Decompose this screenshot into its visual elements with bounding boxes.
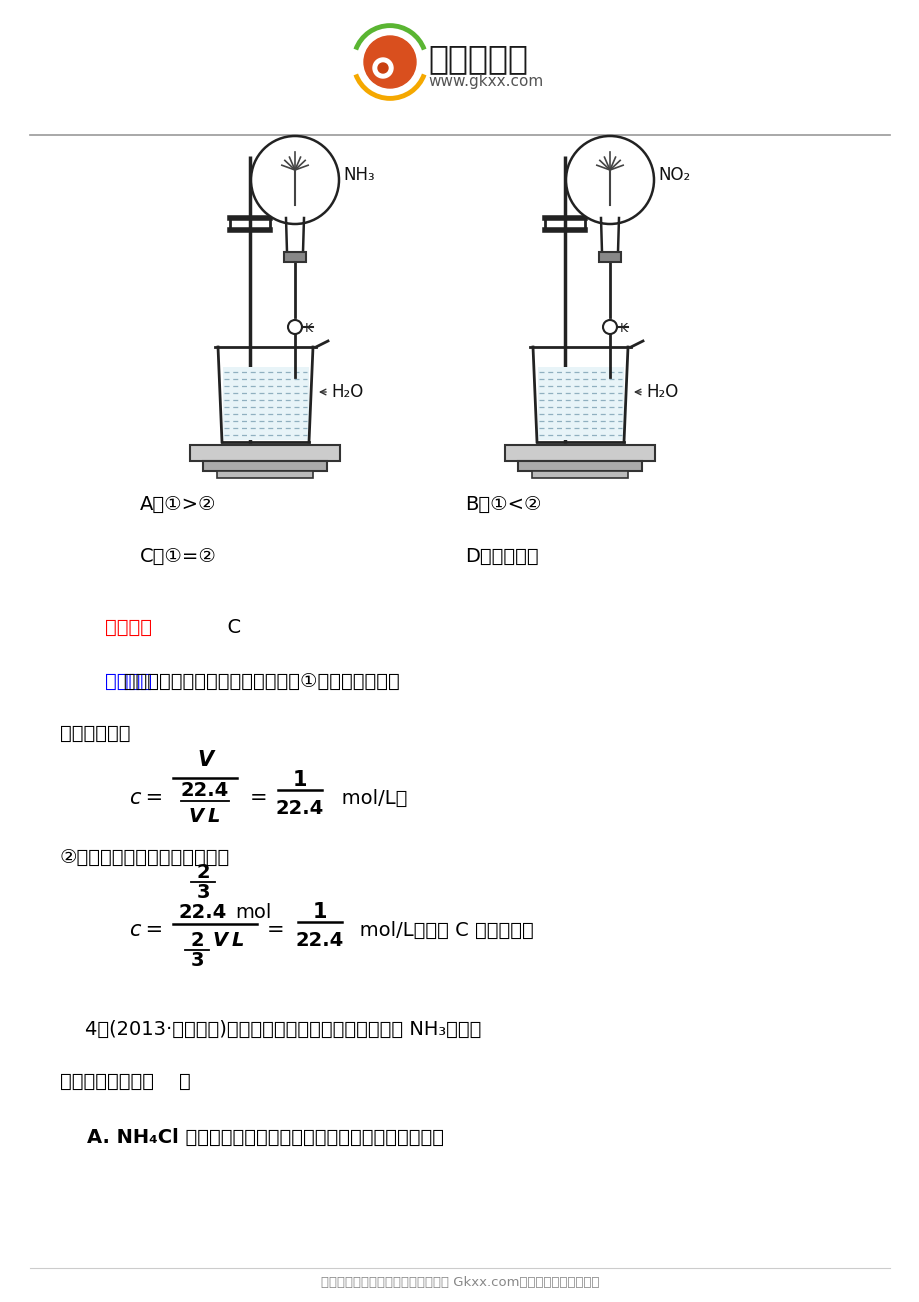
Text: K: K (619, 323, 628, 336)
Text: 1: 1 (292, 769, 307, 790)
Text: c =: c = (130, 921, 163, 940)
Text: ②中物质的量浓度计算公式为：: ②中物质的量浓度计算公式为： (60, 848, 230, 867)
FancyBboxPatch shape (517, 461, 641, 471)
Text: 22.4: 22.4 (178, 902, 227, 922)
Text: 方法中适合的是（    ）: 方法中适合的是（ ） (60, 1072, 190, 1091)
Text: 22.4: 22.4 (276, 798, 323, 818)
Text: NH₃: NH₃ (343, 165, 374, 184)
Text: H₂O: H₂O (645, 383, 677, 401)
Text: c =: c = (130, 788, 163, 809)
Circle shape (251, 135, 338, 224)
Text: 高考学习网－中国最大高考学习网站 Gkxx.com｜我们负责传递知识！: 高考学习网－中国最大高考学习网站 Gkxx.com｜我们负责传递知识！ (321, 1276, 598, 1289)
Text: 假设两个容器的状况为标准状况，①中物质的量浓度: 假设两个容器的状况为标准状况，①中物质的量浓度 (105, 672, 400, 691)
Text: 1: 1 (312, 902, 327, 922)
Text: 高考学习网: 高考学习网 (427, 42, 528, 76)
Text: mol: mol (234, 902, 271, 922)
FancyBboxPatch shape (284, 253, 306, 262)
FancyBboxPatch shape (538, 367, 623, 440)
FancyBboxPatch shape (598, 253, 620, 262)
Text: =: = (267, 921, 284, 940)
Text: 2: 2 (190, 931, 204, 949)
FancyBboxPatch shape (203, 461, 326, 471)
Text: mol/L，因此 C 选项正确。: mol/L，因此 C 选项正确。 (349, 921, 533, 940)
Text: B．①<②: B．①<② (464, 495, 541, 514)
FancyBboxPatch shape (531, 471, 628, 478)
Text: C: C (215, 618, 241, 637)
Text: V: V (197, 750, 213, 769)
Text: 计算公式为：: 计算公式为： (60, 724, 130, 743)
Text: C．①=②: C．①=② (140, 547, 217, 566)
Text: A. NH₄Cl 与浓硫酸混合共热，生成的气体用碱石灰进行干燥: A. NH₄Cl 与浓硫酸混合共热，生成的气体用碱石灰进行干燥 (60, 1128, 444, 1147)
Circle shape (378, 62, 388, 73)
Text: www.gkxx.com: www.gkxx.com (427, 74, 542, 89)
Text: V L: V L (213, 931, 244, 949)
Text: H₂O: H₂O (331, 383, 363, 401)
Text: 2: 2 (196, 862, 210, 881)
FancyBboxPatch shape (217, 471, 312, 478)
FancyBboxPatch shape (222, 367, 309, 440)
Text: mol/L；: mol/L； (332, 789, 407, 807)
Text: =: = (250, 788, 267, 809)
Text: 3: 3 (190, 950, 203, 970)
FancyBboxPatch shape (505, 445, 654, 461)
Text: 4．(2013·试题调研)为了在实验室更简便地制取干燥的 NH₃，下列: 4．(2013·试题调研)为了在实验室更简便地制取干燥的 NH₃，下列 (60, 1019, 481, 1039)
Circle shape (565, 135, 653, 224)
Text: 22.4: 22.4 (296, 931, 344, 949)
Text: V L: V L (189, 806, 221, 825)
Text: NO₂: NO₂ (657, 165, 689, 184)
Text: K: K (305, 323, 312, 336)
Text: 【点拨】: 【点拨】 (105, 672, 152, 691)
Text: A．①>②: A．①>② (140, 495, 216, 514)
Text: D．不能确定: D．不能确定 (464, 547, 538, 566)
Text: 22.4: 22.4 (181, 780, 229, 799)
Text: 【答案】: 【答案】 (105, 618, 152, 637)
Text: 3: 3 (196, 883, 210, 901)
Circle shape (364, 36, 415, 89)
FancyBboxPatch shape (190, 445, 340, 461)
Circle shape (372, 59, 392, 78)
